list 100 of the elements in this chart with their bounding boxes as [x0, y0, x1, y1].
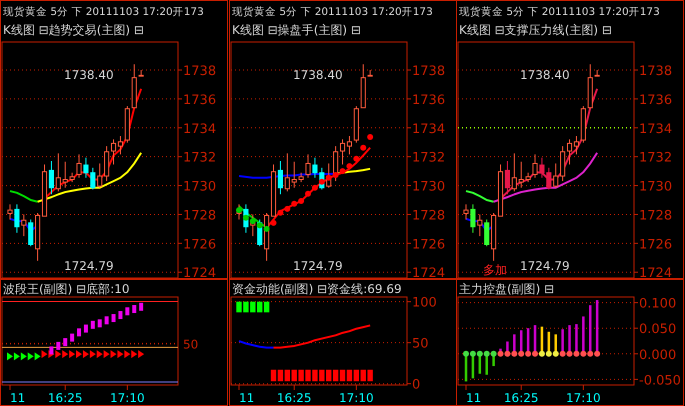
y-tick-label: -0.050 — [639, 373, 681, 388]
point — [69, 350, 76, 358]
y-tick-label: 1736 — [639, 92, 672, 108]
y-tick-label: 1724 — [639, 266, 672, 282]
line-series — [36, 152, 142, 203]
point — [34, 352, 41, 360]
line-series — [238, 340, 275, 349]
y-tick-label: 1726 — [412, 237, 446, 252]
line-series — [9, 190, 39, 203]
point — [270, 220, 277, 226]
y-tick-label: 1732 — [639, 150, 672, 166]
candlestick — [118, 136, 124, 155]
line-series — [272, 324, 372, 349]
y-tick-label: 1734 — [412, 122, 446, 137]
annotation: 1738.40 — [293, 68, 343, 82]
point — [76, 350, 82, 358]
candlestick — [546, 167, 552, 190]
candlestick — [574, 136, 580, 155]
point — [332, 172, 339, 178]
y-tick-label: 1726 — [639, 237, 672, 252]
y-tick-label: 1728 — [412, 208, 446, 224]
candlestick — [278, 160, 283, 195]
point — [110, 350, 117, 358]
x-tick-label: 17:10 — [339, 391, 374, 405]
point — [346, 163, 352, 170]
candlestick — [14, 204, 20, 234]
candlestick — [7, 204, 13, 220]
annotation: 多加 — [483, 263, 507, 277]
candlestick — [477, 214, 482, 237]
x-tick-label: 16:25 — [48, 391, 83, 405]
chart-title: 现货黄金 5分 下 20111103 17:20开173 — [459, 5, 660, 18]
point — [298, 198, 304, 204]
line-series — [465, 190, 495, 203]
chart-title: 波段王(副图) ⊟底部:10 — [3, 282, 130, 296]
y-tick-label: 1738 — [183, 64, 216, 80]
candlestick — [21, 214, 26, 237]
point — [360, 144, 366, 151]
candlestick — [76, 154, 82, 178]
point — [277, 210, 284, 216]
y-tick-label: 1734 — [639, 122, 672, 137]
candlestick — [368, 70, 373, 77]
candlestick — [504, 160, 510, 195]
chart-subtitle: K线图 ⊟趋势交易(主图) ⊟ — [3, 23, 144, 37]
y-tick-label: 1728 — [639, 208, 672, 224]
candlestick — [346, 136, 352, 155]
point — [284, 206, 290, 212]
candlestick — [312, 157, 318, 178]
point — [117, 350, 124, 358]
y-tick-label: 1730 — [183, 180, 216, 195]
candlestick — [539, 157, 544, 178]
chart-title: 现货黄金 5分 下 20111103 17:20开173 — [232, 5, 433, 18]
y-tick-label: 1736 — [183, 92, 216, 108]
y-tick-label: 0 — [412, 378, 420, 393]
chart-subtitle: K线图 ⊟操盘手(主图) ⊟ — [232, 23, 361, 37]
point — [90, 350, 96, 358]
candlestick — [594, 70, 600, 77]
candlestick — [110, 138, 116, 165]
point — [104, 350, 110, 358]
candlestick — [566, 138, 572, 165]
point — [131, 350, 138, 358]
point — [367, 134, 374, 140]
x-tick-label: 16:25 — [504, 391, 539, 405]
point — [42, 350, 48, 358]
point — [318, 178, 325, 185]
x-tick-label: 11 — [10, 391, 26, 405]
point — [138, 350, 144, 358]
point — [242, 214, 249, 221]
point — [326, 174, 332, 181]
x-tick-label: 16:25 — [276, 391, 312, 405]
candlestick — [138, 70, 144, 77]
point — [340, 168, 346, 174]
point — [305, 190, 312, 197]
chart-subtitle: K线图 ⊟支撑压力线(主图) ⊟ — [459, 23, 612, 37]
y-tick-label: 1732 — [412, 150, 446, 166]
point — [14, 352, 20, 360]
candlestick — [83, 157, 88, 178]
x-tick-label: 17:10 — [566, 391, 601, 405]
point — [62, 350, 68, 358]
y-tick-label: 1736 — [412, 92, 446, 108]
candlestick — [90, 167, 96, 190]
point — [20, 352, 27, 360]
annotation: 1738.40 — [64, 68, 114, 82]
x-tick-label: 11 — [239, 391, 254, 405]
annotation: 1724.79 — [520, 259, 570, 273]
y-tick-label: 1726 — [183, 237, 216, 252]
point — [28, 352, 34, 360]
x-tick-label: 17:10 — [110, 391, 145, 405]
y-tick-label: 1724 — [412, 266, 446, 282]
y-tick-label: 0.050 — [639, 322, 676, 338]
y-tick-label: 0.100 — [639, 296, 676, 312]
annotation: 1724.79 — [293, 259, 343, 273]
candlestick — [305, 154, 311, 178]
y-tick-label: 1730 — [639, 180, 672, 195]
y-tick-label: 1738 — [412, 64, 446, 80]
y-tick-label: 0.000 — [639, 348, 676, 363]
chart-title: 资金动能(副图) ⊟资金线:69.69 — [232, 282, 402, 296]
point — [312, 184, 318, 191]
y-tick-label: 1730 — [412, 180, 446, 195]
y-tick-label: 1728 — [183, 208, 216, 224]
point — [353, 156, 360, 162]
